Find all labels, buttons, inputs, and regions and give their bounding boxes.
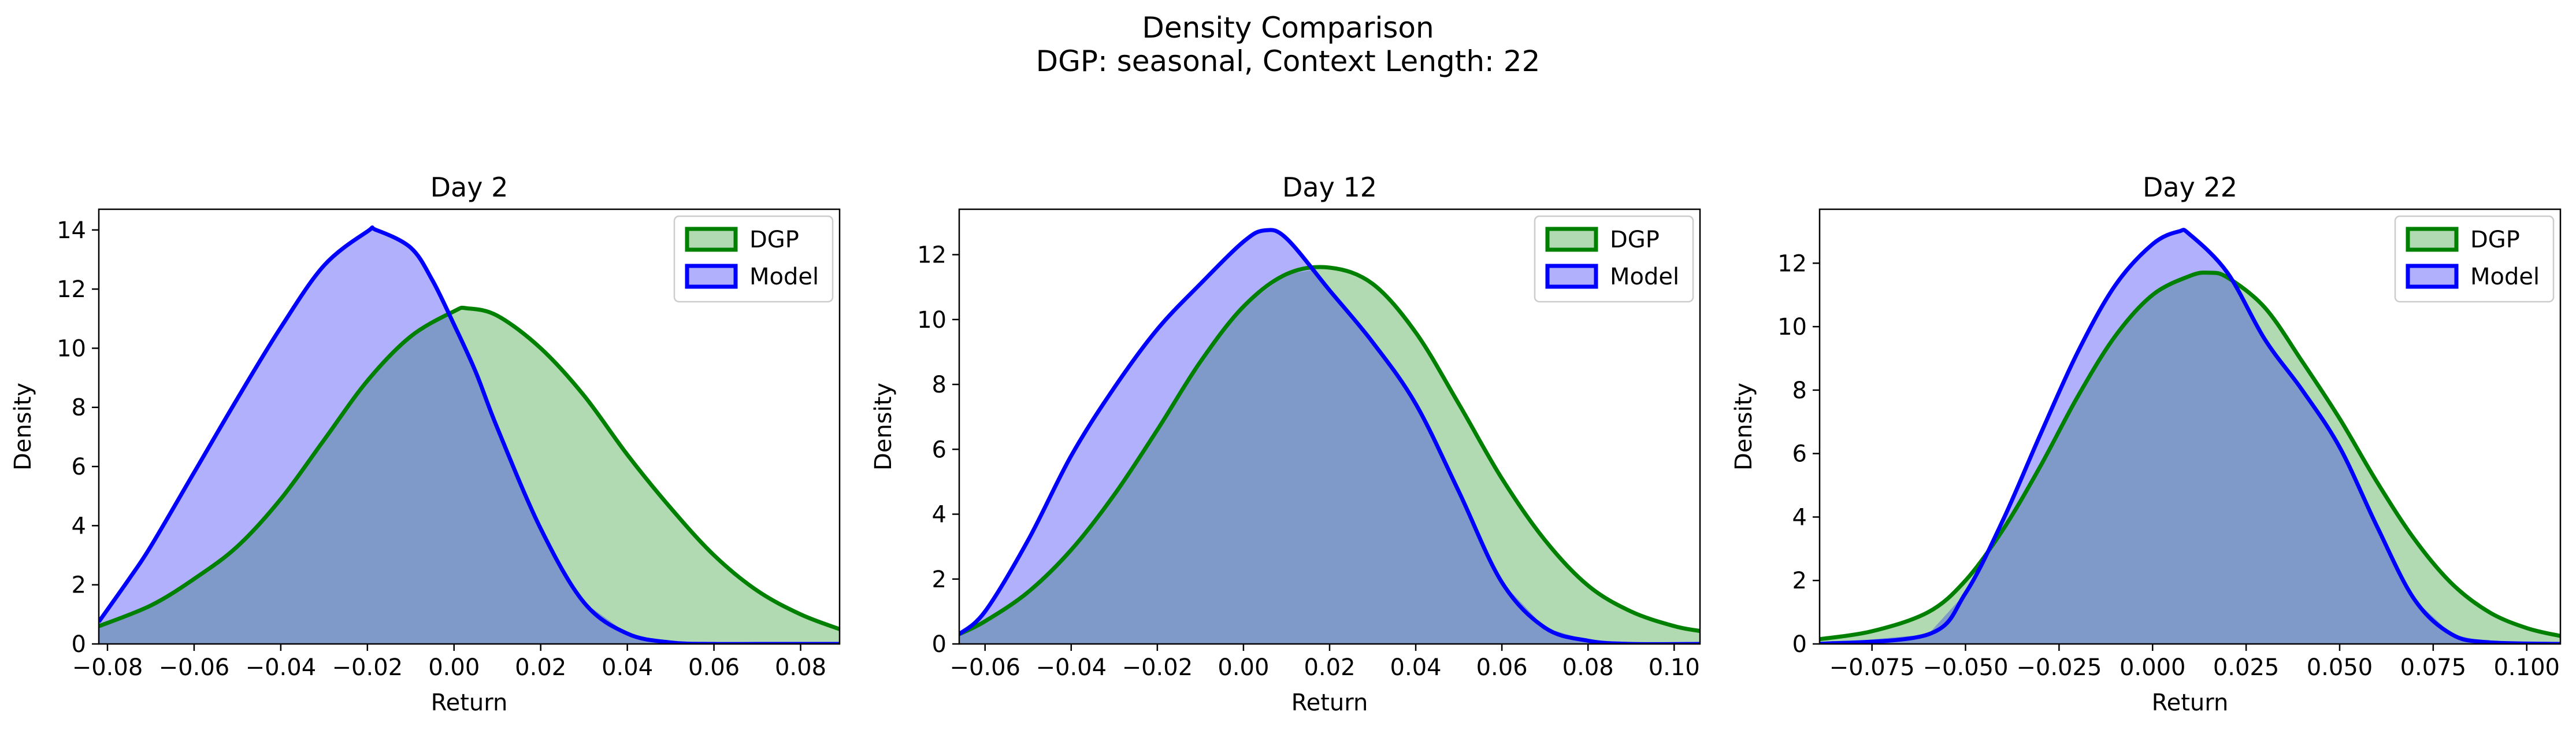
x-tick-label: 0.06 xyxy=(688,654,740,681)
x-tick-label: 0.100 xyxy=(2493,654,2560,681)
legend-dgp-swatch xyxy=(1545,227,1598,252)
legend-model-label: Model xyxy=(1610,264,1679,290)
y-tick-label: 4 xyxy=(932,502,946,528)
y-tick-label: 6 xyxy=(1792,441,1807,468)
y-tick-label: 14 xyxy=(57,217,86,244)
legend-dgp-swatch xyxy=(2406,227,2459,252)
figure-title-line-2: DGP: seasonal, Context Length: 22 xyxy=(1036,45,1541,78)
y-tick-label: 8 xyxy=(72,395,86,421)
y-tick-label: 8 xyxy=(932,372,946,398)
x-tick-label: −0.06 xyxy=(949,654,1020,681)
overlap-density-fill xyxy=(1820,272,2560,644)
y-tick-label: 12 xyxy=(57,276,86,303)
x-tick-label: −0.04 xyxy=(1036,654,1107,681)
x-tick-label: −0.06 xyxy=(159,654,230,681)
legend: DGP Model xyxy=(2394,215,2555,303)
dgp-density-line xyxy=(959,265,1700,636)
x-tick-label: −0.050 xyxy=(1922,654,2008,681)
y-tick-label: 6 xyxy=(932,436,946,463)
y-tick-label: 2 xyxy=(932,566,946,593)
x-tick-label: −0.075 xyxy=(1829,654,1915,681)
axes-frame xyxy=(98,208,841,645)
x-tick-label: −0.02 xyxy=(332,654,403,681)
x-tick-label: 0.025 xyxy=(2213,654,2280,681)
x-tick-label: 0.050 xyxy=(2307,654,2373,681)
plot-area xyxy=(959,228,1700,644)
legend-model-swatch xyxy=(2406,264,2459,289)
overlap-density-fill xyxy=(959,270,1700,644)
x-tick-label: 0.075 xyxy=(2400,654,2467,681)
dgp-density-line xyxy=(1820,271,2560,642)
x-tick-label: −0.08 xyxy=(72,654,143,681)
x-tick-label: 0.00 xyxy=(428,654,480,681)
x-tick-label: 0.000 xyxy=(2120,654,2186,681)
axes-frame xyxy=(1818,208,2562,645)
subplot-title: Day 12 xyxy=(1282,172,1377,203)
y-tick-label: 10 xyxy=(57,335,86,362)
y-tick-label: 12 xyxy=(1777,250,1807,277)
y-tick-label: 8 xyxy=(1792,377,1807,404)
y-tick-label: 4 xyxy=(72,513,86,539)
model-density-line xyxy=(959,228,1700,644)
y-tick-label: 10 xyxy=(917,307,946,334)
y-tick-label: 0 xyxy=(932,631,946,658)
x-tick-label: −0.025 xyxy=(2016,654,2102,681)
plot-area xyxy=(99,225,840,644)
legend-dgp-label: DGP xyxy=(1610,227,1660,253)
x-tick-label: 0.02 xyxy=(515,654,566,681)
legend: DGP Model xyxy=(1534,215,1694,303)
subplot-panels: −0.08 −0.06 −0.04 −0.02 0.00 0.02 0.04 0.06 0.08… xyxy=(10,172,2562,716)
legend-model-swatch xyxy=(685,264,738,289)
y-axis-label: Density xyxy=(870,383,897,471)
y-tick-label: 0 xyxy=(1792,631,1807,658)
x-axis-label: Return xyxy=(431,690,508,716)
y-tick-label: 4 xyxy=(1792,504,1807,531)
legend-dgp-label: DGP xyxy=(749,227,799,253)
legend-model-swatch xyxy=(1545,264,1598,289)
y-axis-label: Density xyxy=(1731,383,1757,471)
x-tick-label: 0.10 xyxy=(1649,654,1700,681)
x-tick-label: 0.04 xyxy=(1390,654,1442,681)
x-tick-label: 0.08 xyxy=(1562,654,1614,681)
subplot-title: Day 22 xyxy=(2143,172,2237,203)
y-tick-label: 2 xyxy=(1792,568,1807,594)
y-tick-label: 6 xyxy=(72,454,86,480)
x-axis-label: Return xyxy=(2152,690,2229,716)
overlap-density-fill xyxy=(99,315,840,644)
subplot-day-1: −0.08 −0.06 −0.04 −0.02 0.00 0.02 0.04 0.06 0.08… xyxy=(10,172,841,716)
subplot-day-2: −0.06 −0.04 −0.02 0.00 0.02 0.04 0.06 0.08 0.10 0… xyxy=(870,172,1701,716)
plot-area xyxy=(1820,228,2560,644)
legend-dgp-label: DGP xyxy=(2470,227,2520,253)
subplot-day-3: −0.075 −0.050 −0.025 0.000 0.025 0.050 0.075 0.… xyxy=(1731,172,2562,716)
x-tick-label: 0.00 xyxy=(1218,654,1269,681)
legend-dgp-swatch xyxy=(685,227,738,252)
x-tick-label: −0.04 xyxy=(246,654,317,681)
y-tick-label: 10 xyxy=(1777,314,1807,340)
x-tick-label: 0.04 xyxy=(602,654,653,681)
x-tick-label: 0.02 xyxy=(1304,654,1355,681)
figure-title-line-1: Density Comparison xyxy=(1142,11,1434,45)
x-tick-label: 0.06 xyxy=(1476,654,1528,681)
dgp-density-line xyxy=(99,305,840,631)
x-axis-label: Return xyxy=(1291,690,1368,716)
y-tick-label: 2 xyxy=(72,572,86,599)
model-density-line xyxy=(99,225,840,644)
legend-model-label: Model xyxy=(749,264,819,290)
y-tick-label: 0 xyxy=(72,631,86,658)
y-axis-label: Density xyxy=(10,383,36,471)
legend-model-label: Model xyxy=(2470,264,2540,290)
x-tick-label: 0.08 xyxy=(775,654,826,681)
y-tick-label: 12 xyxy=(917,242,946,269)
x-tick-label: −0.02 xyxy=(1122,654,1193,681)
model-density-line xyxy=(1820,228,2560,644)
subplot-title: Day 2 xyxy=(430,172,508,203)
legend: DGP Model xyxy=(673,215,834,303)
